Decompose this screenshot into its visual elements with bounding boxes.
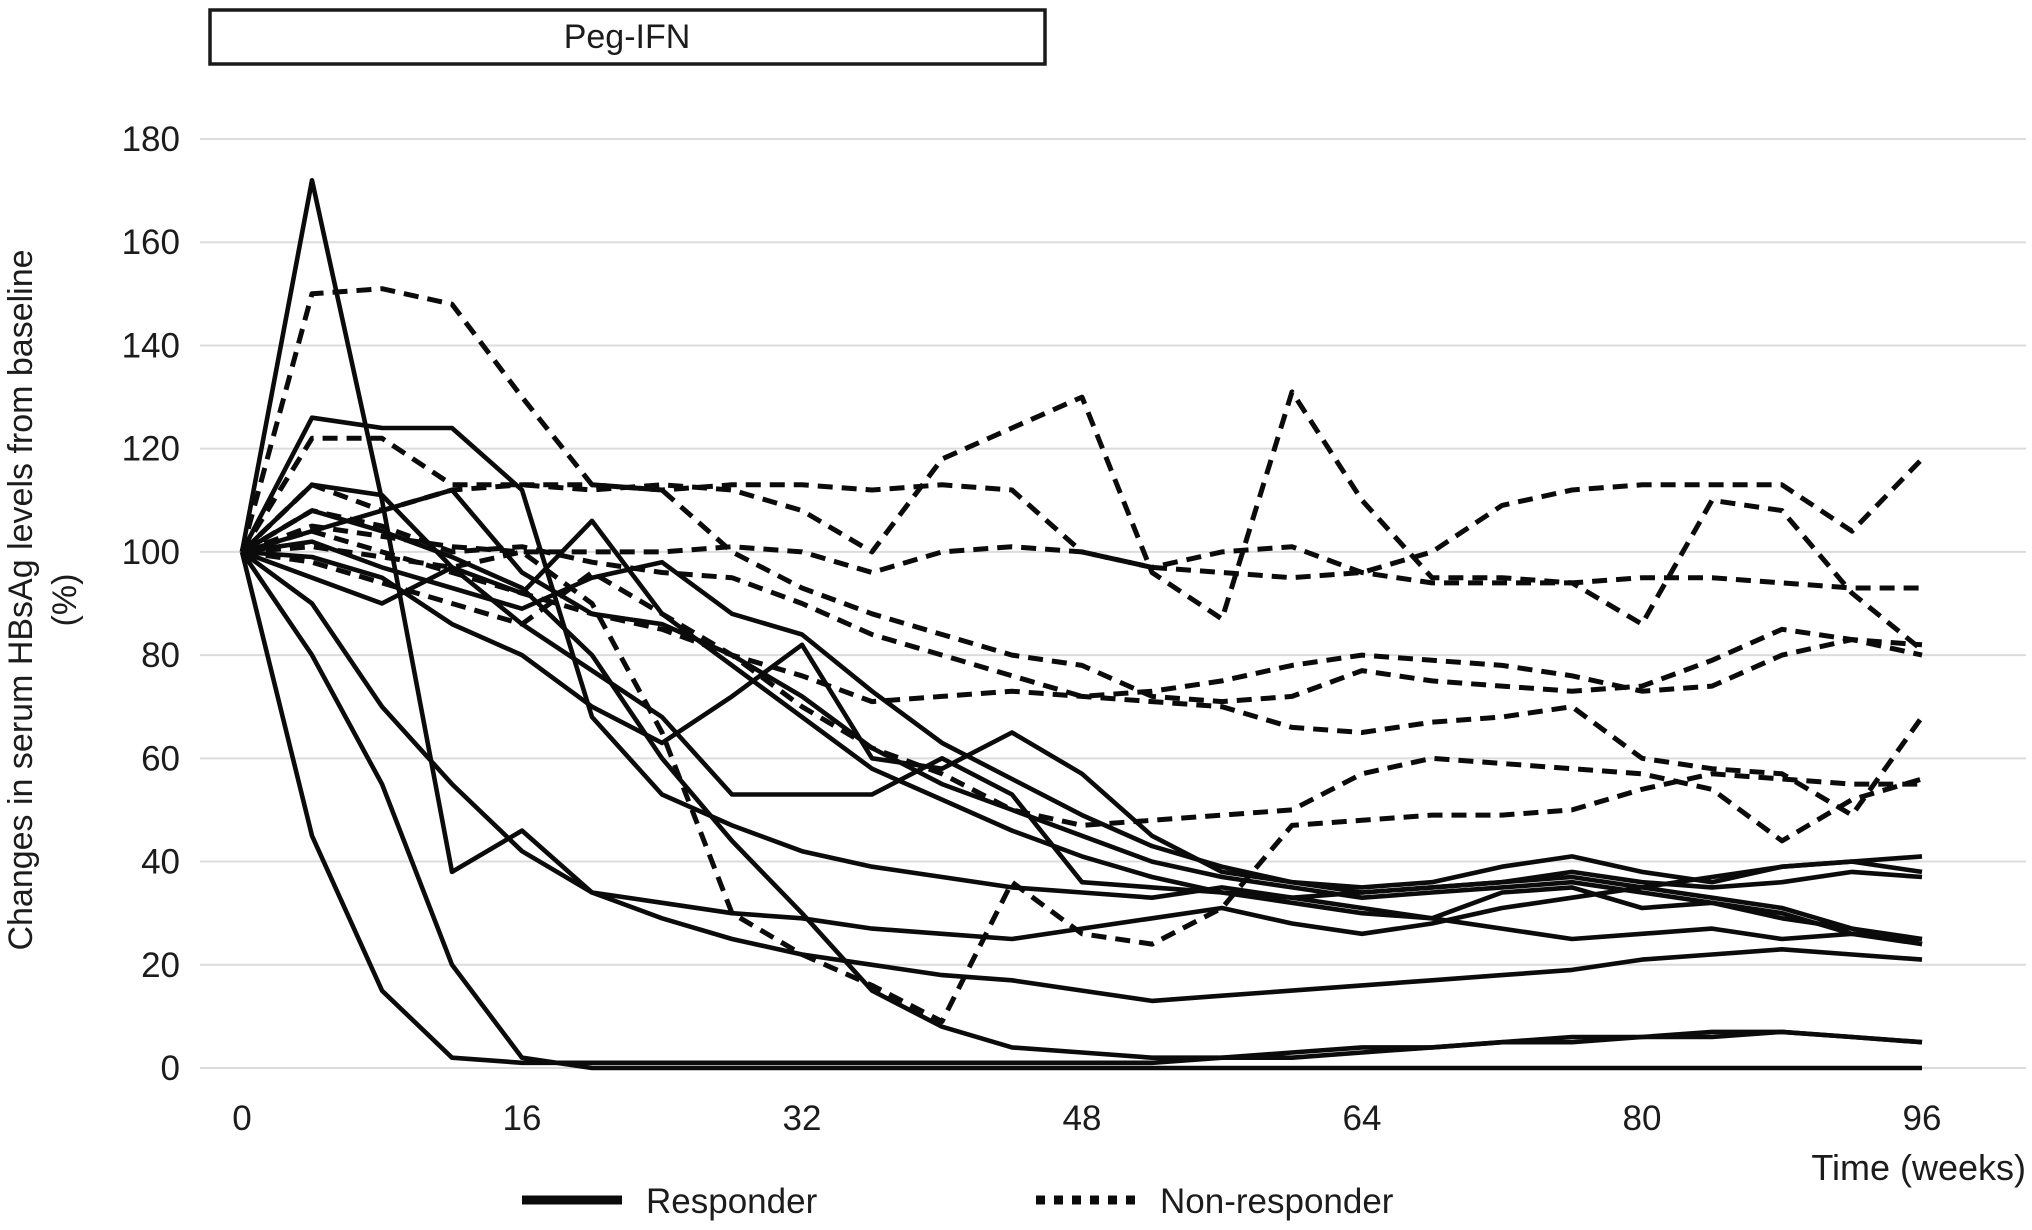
x-axis-title: Time (weeks) [1811,1147,2026,1188]
y-tick-label: 140 [122,326,180,365]
series-line-responder [241,549,1923,890]
y-tick-label: 60 [141,739,180,778]
y-tick-label: 100 [122,533,180,572]
gridlines [200,138,2026,1069]
x-tick-label: 96 [1903,1099,1942,1138]
series-lines [239,178,1925,1071]
series-line-responder [240,550,1922,1071]
series-line-non-responder [241,497,1924,652]
x-tick-label: 48 [1063,1099,1102,1138]
series-line-non-responder [239,286,1924,581]
x-tick-labels: 0 16 32 48 64 80 96 [232,1099,1941,1138]
x-tick-label: 0 [232,1099,251,1138]
series-line-non-responder [241,549,1923,844]
series-line-non-responder [241,528,1925,818]
y-tick-label: 40 [141,843,180,882]
series-line-non-responder [239,389,1922,622]
x-tick-label: 64 [1343,1099,1382,1138]
legend-nonresponder-label: Non-responder [1160,1182,1394,1221]
x-tick-label: 16 [503,1099,542,1138]
y-tick-label: 120 [122,430,180,469]
series-line-responder [240,508,1923,1060]
series-line-responder [239,551,1923,1066]
y-tick-label: 80 [141,636,180,675]
treatment-box [208,8,1047,66]
y-axis-title: Changes in serum HBsAg levels from basel… [2,249,40,950]
series-line-responder [241,487,1923,947]
y-tick-label: 160 [122,223,180,262]
legend-responder-label: Responder [646,1182,818,1221]
y-tick-label: 0 [161,1049,180,1088]
series-line-non-responder [241,544,1922,1024]
series-line-non-responder [240,482,1923,705]
series-line-responder [241,539,1923,895]
series-line-non-responder [240,508,1923,699]
y-tick-label: 20 [141,946,180,985]
x-tick-label: 32 [783,1099,822,1138]
y-tick-labels: 0 20 40 60 80 100 120 140 160 180 [122,120,180,1088]
y-tick-label: 180 [122,120,180,159]
legend: Responder Non-responder [522,1182,1394,1221]
series-line-responder [240,550,1923,1004]
series-line-responder [239,415,1923,942]
x-tick-label: 80 [1623,1099,1662,1138]
y-axis-title-units: (%) [46,574,84,627]
treatment-label: Peg-IFN [564,18,691,56]
